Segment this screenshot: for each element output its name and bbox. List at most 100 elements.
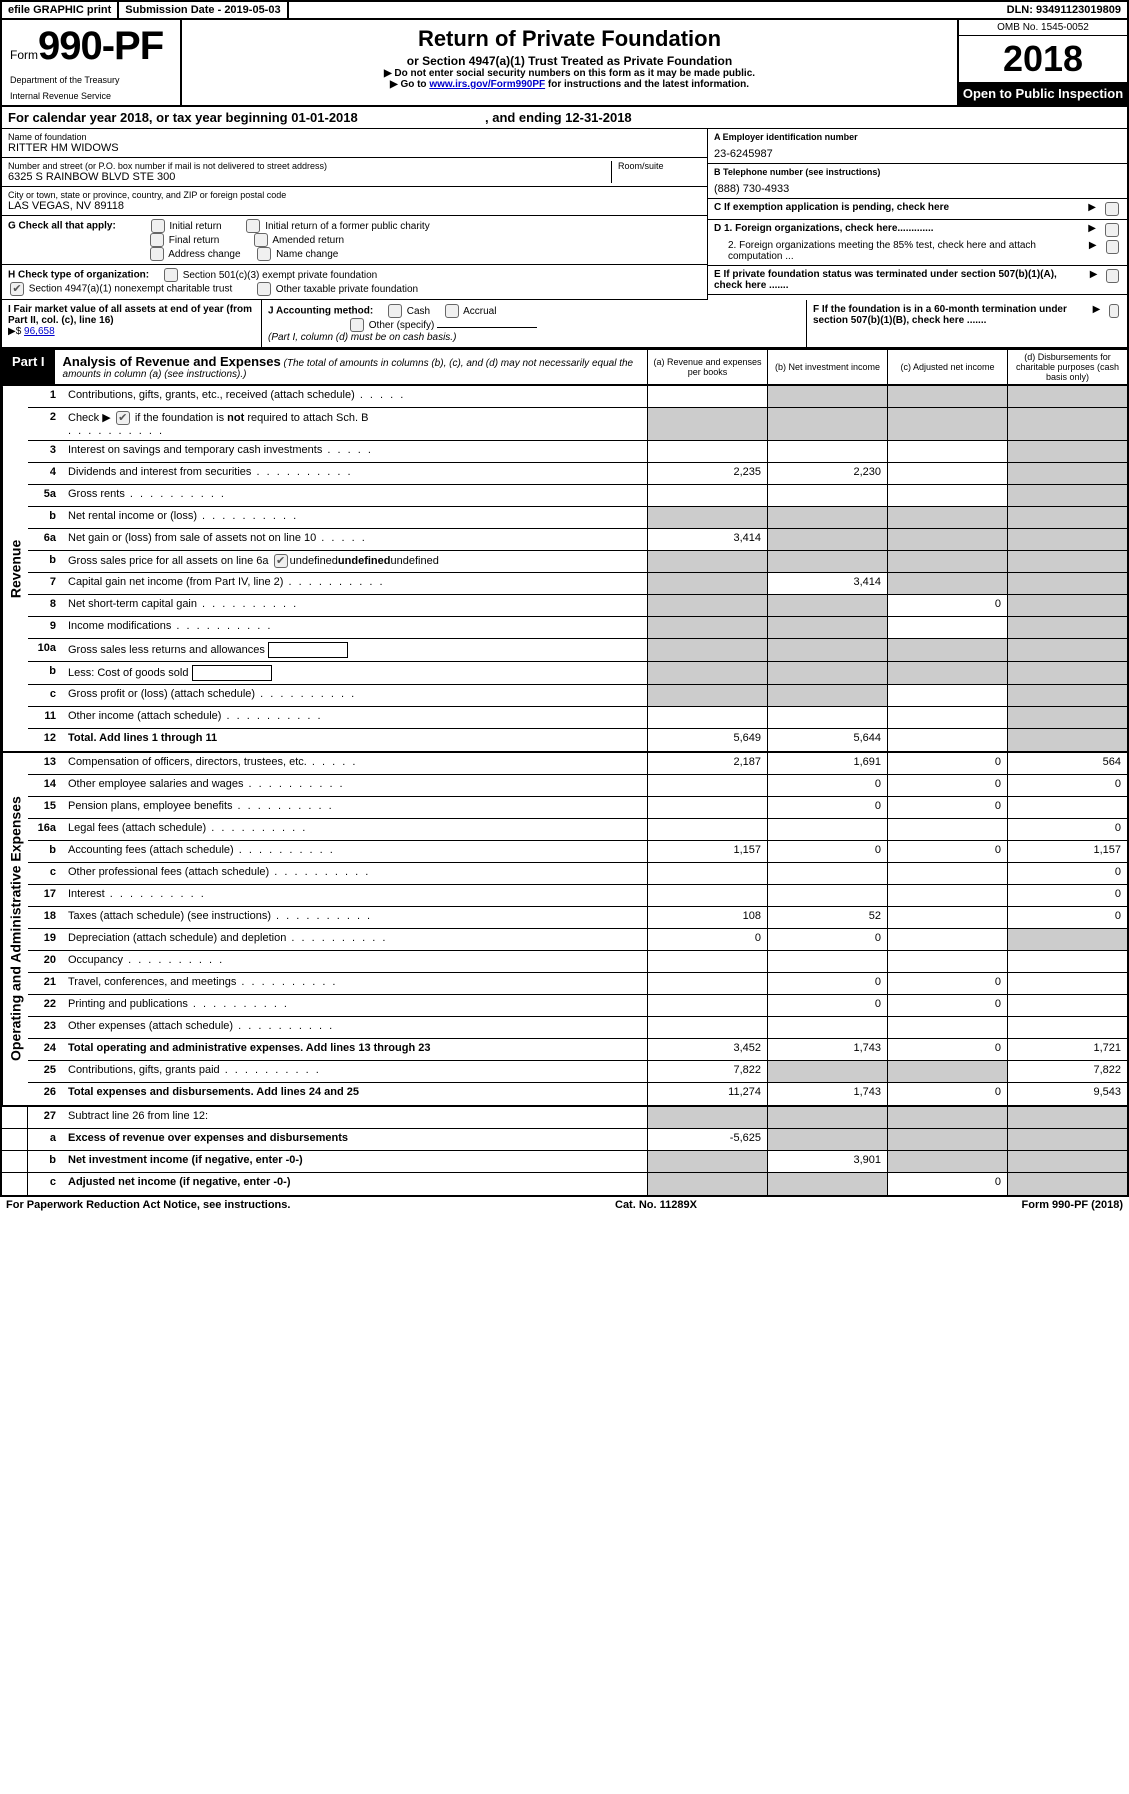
line-desc: Subtract line 26 from line 12: xyxy=(64,1107,647,1128)
line-no: 4 xyxy=(28,463,64,484)
sch-b-checkbox[interactable] xyxy=(116,411,130,425)
cell-a: 2,235 xyxy=(647,463,767,484)
cell-c xyxy=(887,463,1007,484)
cell-d xyxy=(1007,1129,1127,1150)
cash-checkbox[interactable] xyxy=(388,304,402,318)
initial-former-checkbox[interactable] xyxy=(246,219,260,233)
cell-d xyxy=(1007,441,1127,462)
d2-checkbox[interactable] xyxy=(1106,240,1119,254)
cell-d: 1,721 xyxy=(1007,1039,1127,1060)
line-desc: Depreciation (attach schedule) and deple… xyxy=(64,929,647,950)
line-no: 14 xyxy=(28,775,64,796)
line-desc: Gross sales price for all assets on line… xyxy=(64,551,647,572)
line-desc: Travel, conferences, and meetings xyxy=(64,973,647,994)
cell-b: 5,644 xyxy=(767,729,887,751)
line-no: c xyxy=(28,1173,64,1195)
address-change-checkbox[interactable] xyxy=(150,247,164,261)
cell-a xyxy=(647,485,767,506)
instructions-link[interactable]: www.irs.gov/Form990PF xyxy=(429,79,545,90)
cell-c: 0 xyxy=(887,753,1007,774)
line-no: c xyxy=(28,863,64,884)
cell-c xyxy=(887,617,1007,638)
cell-a xyxy=(647,973,767,994)
accrual-checkbox[interactable] xyxy=(445,304,459,318)
fmv-value[interactable]: 96,658 xyxy=(24,326,55,337)
cell-a xyxy=(647,551,767,572)
cell-c xyxy=(887,441,1007,462)
line-desc: Contributions, gifts, grants, etc., rece… xyxy=(64,386,647,407)
cell-d xyxy=(1007,595,1127,616)
cell-a xyxy=(647,386,767,407)
e-checkbox[interactable] xyxy=(1106,269,1119,283)
cell-b xyxy=(767,639,887,661)
cell-a xyxy=(647,819,767,840)
cat-no: Cat. No. 11289X xyxy=(615,1199,697,1211)
cell-b xyxy=(767,1173,887,1195)
line-no: b xyxy=(28,1151,64,1172)
cell-c xyxy=(887,951,1007,972)
4947-checkbox[interactable] xyxy=(10,282,24,296)
cell-b xyxy=(767,1017,887,1038)
note-link-row: ▶ Go to www.irs.gov/Form990PF for instru… xyxy=(194,79,945,90)
other-taxable-checkbox[interactable] xyxy=(257,282,271,296)
open-public: Open to Public Inspection xyxy=(959,82,1127,105)
cell-d xyxy=(1007,1151,1127,1172)
cell-c xyxy=(887,573,1007,594)
cell-c xyxy=(887,685,1007,706)
cell-d xyxy=(1007,463,1127,484)
j-accounting-block: J Accounting method: Cash Accrual Other … xyxy=(262,300,807,347)
inline-input[interactable] xyxy=(268,642,348,658)
line-desc: Other professional fees (attach schedule… xyxy=(64,863,647,884)
note-ssn: ▶ Do not enter social security numbers o… xyxy=(194,68,945,79)
final-return-checkbox[interactable] xyxy=(150,233,164,247)
cell-a xyxy=(647,775,767,796)
col-c-header: (c) Adjusted net income xyxy=(887,350,1007,384)
cell-d: 564 xyxy=(1007,753,1127,774)
cell-b xyxy=(767,707,887,728)
line-15: 15Pension plans, employee benefits00 xyxy=(28,797,1127,819)
line-no: b xyxy=(28,841,64,862)
inline-input[interactable] xyxy=(192,665,272,681)
cell-c: 0 xyxy=(887,775,1007,796)
line-no: 3 xyxy=(28,441,64,462)
name-change-checkbox[interactable] xyxy=(257,247,271,261)
submission-date: Submission Date - 2019-05-03 xyxy=(119,2,288,18)
sch-b-checkbox[interactable] xyxy=(274,554,288,568)
c-block: C If exemption application is pending, c… xyxy=(708,199,1127,220)
line-27a: aExcess of revenue over expenses and dis… xyxy=(2,1129,1127,1151)
cell-c: 0 xyxy=(887,841,1007,862)
other-method-checkbox[interactable] xyxy=(350,318,364,332)
cell-a: 108 xyxy=(647,907,767,928)
cell-c xyxy=(887,551,1007,572)
line-5b: bNet rental income or (loss) xyxy=(28,507,1127,529)
line-no: b xyxy=(28,662,64,684)
cell-c xyxy=(887,885,1007,906)
d1-checkbox[interactable] xyxy=(1105,223,1119,237)
c-checkbox[interactable] xyxy=(1105,202,1119,216)
line-desc: Less: Cost of goods sold xyxy=(64,662,647,684)
line-16a: 16aLegal fees (attach schedule)0 xyxy=(28,819,1127,841)
cell-b: 2,230 xyxy=(767,463,887,484)
line-1: 1Contributions, gifts, grants, etc., rec… xyxy=(28,386,1127,408)
cell-d: 0 xyxy=(1007,863,1127,884)
cell-c: 0 xyxy=(887,1083,1007,1105)
part1-table: Revenue 1Contributions, gifts, grants, e… xyxy=(0,386,1129,1197)
cell-d xyxy=(1007,1107,1127,1128)
f-checkbox[interactable] xyxy=(1109,304,1119,318)
cell-b: 0 xyxy=(767,775,887,796)
line-no: 7 xyxy=(28,573,64,594)
cell-b: 1,743 xyxy=(767,1083,887,1105)
initial-return-checkbox[interactable] xyxy=(151,219,165,233)
cell-a xyxy=(647,1173,767,1195)
col-b-header: (b) Net investment income xyxy=(767,350,887,384)
cell-b: 3,414 xyxy=(767,573,887,594)
cell-c: 0 xyxy=(887,1039,1007,1060)
line-no: b xyxy=(28,551,64,572)
header-right: OMB No. 1545-0052 2018 Open to Public In… xyxy=(957,20,1127,105)
501c3-checkbox[interactable] xyxy=(164,268,178,282)
form-header: Form 990-PF Department of the Treasury I… xyxy=(0,20,1129,107)
line-no: 11 xyxy=(28,707,64,728)
amended-return-checkbox[interactable] xyxy=(254,233,268,247)
cell-d xyxy=(1007,951,1127,972)
line-no: 21 xyxy=(28,973,64,994)
